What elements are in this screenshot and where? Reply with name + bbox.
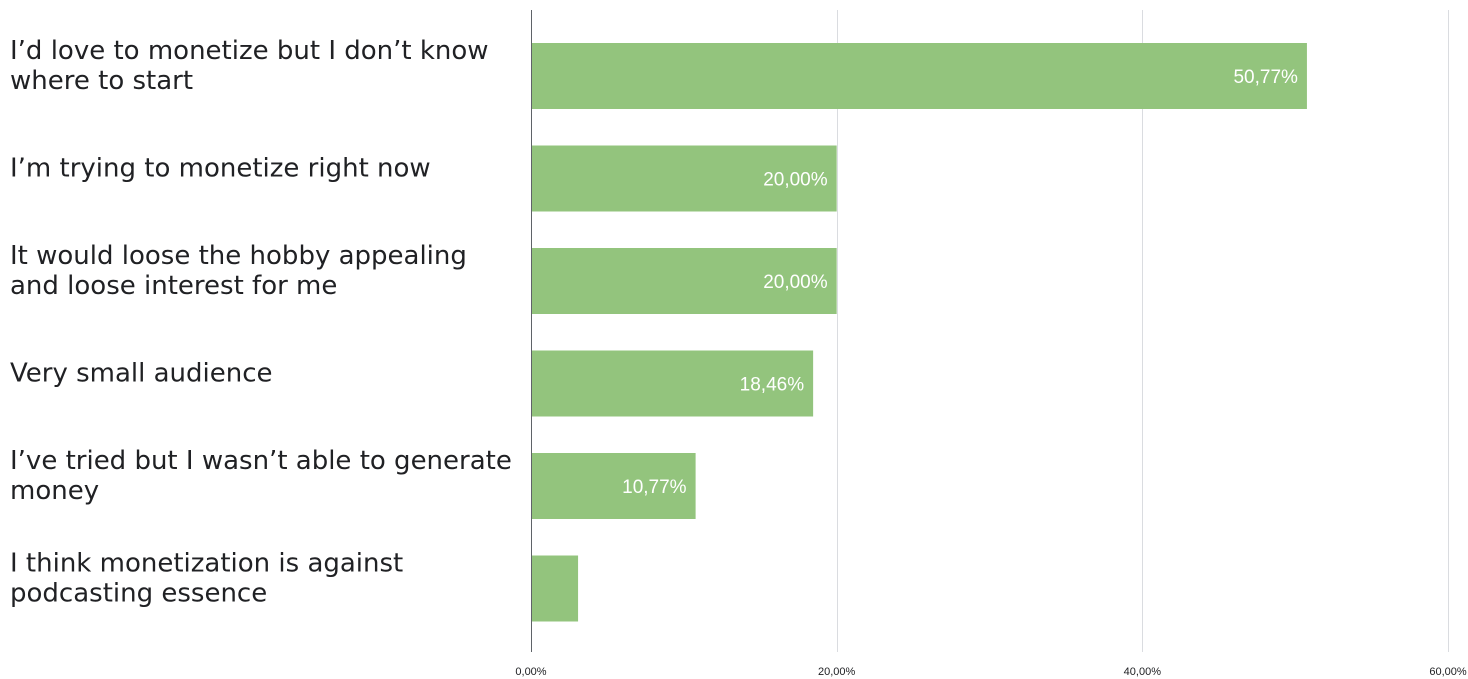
bar bbox=[531, 555, 579, 622]
data-label: 18,46% bbox=[740, 375, 805, 396]
x-tick-labels: 0,00% 20,00% 40,00% 60,00% bbox=[515, 666, 1466, 678]
bars: 50,77% 20,00% 20,00% 18,46% 10,77% bbox=[531, 43, 1307, 622]
category-labels: I’d love to monetize but I don’t know whe… bbox=[10, 36, 512, 609]
x-tick-label: 20,00% bbox=[818, 666, 856, 678]
category-label: I’d love to monetize but I don’t know whe… bbox=[10, 36, 489, 96]
category-label: Very small audience bbox=[10, 359, 273, 389]
bar bbox=[531, 248, 837, 314]
bar bbox=[531, 453, 696, 519]
category-label: I think monetization is against podcastin… bbox=[10, 549, 403, 609]
category-label: I’m trying to monetize right now bbox=[10, 154, 431, 184]
x-tick-label: 60,00% bbox=[1429, 666, 1467, 678]
x-tick-label: 0,00% bbox=[515, 666, 546, 678]
bar bbox=[531, 145, 837, 212]
category-label: It would loose the hobby appealing and lo… bbox=[10, 241, 467, 301]
category-label: I’ve tried but I wasn’t able to generate… bbox=[10, 446, 512, 506]
x-tick-label: 40,00% bbox=[1124, 666, 1162, 678]
data-label: 10,77% bbox=[622, 477, 687, 498]
data-label: 50,77% bbox=[1233, 67, 1298, 88]
gridlines bbox=[837, 10, 1449, 652]
data-label: 20,00% bbox=[763, 170, 828, 191]
bar bbox=[531, 43, 1307, 109]
data-label: 20,00% bbox=[763, 272, 828, 293]
bar bbox=[531, 350, 814, 417]
